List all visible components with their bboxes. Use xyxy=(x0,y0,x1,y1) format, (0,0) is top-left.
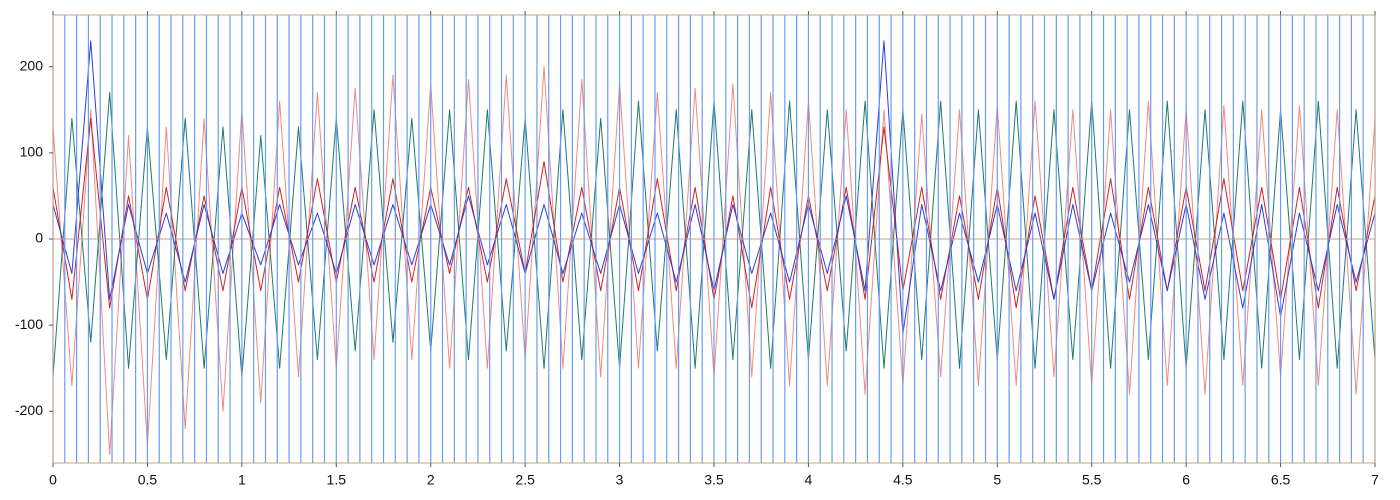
x-tick-label: 7 xyxy=(1371,472,1379,488)
x-tick-label: 6 xyxy=(1182,472,1190,488)
x-tick-label: 5.5 xyxy=(1082,472,1102,488)
y-tick-label: -100 xyxy=(15,316,43,332)
x-tick-label: 4.5 xyxy=(893,472,913,488)
y-tick-label: -200 xyxy=(15,402,43,418)
x-tick-label: 2 xyxy=(427,472,435,488)
x-tick-label: 2.5 xyxy=(515,472,535,488)
x-tick-label: 6.5 xyxy=(1271,472,1291,488)
x-tick-label: 3.5 xyxy=(704,472,724,488)
x-tick-label: 3 xyxy=(616,472,624,488)
x-tick-label: 4 xyxy=(805,472,813,488)
x-tick-label: 5 xyxy=(993,472,1001,488)
y-tick-label: 200 xyxy=(20,57,44,73)
x-tick-label: 1.5 xyxy=(327,472,347,488)
x-tick-label: 0.5 xyxy=(138,472,158,488)
y-tick-label: 0 xyxy=(35,230,43,246)
x-tick-label: 0 xyxy=(49,472,57,488)
x-tick-label: 1 xyxy=(238,472,246,488)
y-tick-label: 100 xyxy=(20,144,44,160)
